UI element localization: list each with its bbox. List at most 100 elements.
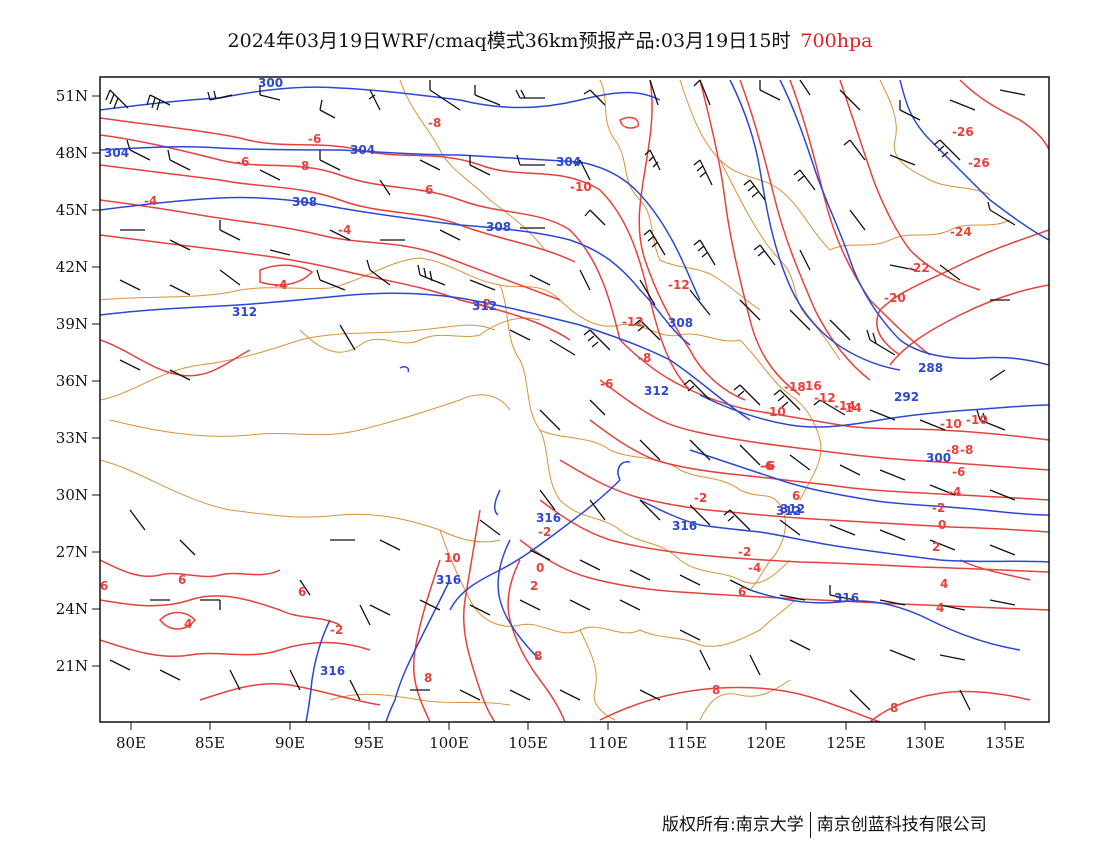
- temp-label: -14: [840, 401, 862, 415]
- height-label: 300: [926, 451, 951, 465]
- temp-label: 2: [530, 579, 538, 593]
- lat-label: 48N: [56, 144, 88, 162]
- temp-label: 0: [536, 561, 544, 575]
- longitude-axis: [130, 722, 1006, 730]
- footer-divider: [809, 812, 811, 838]
- temp-label: -16: [800, 379, 822, 393]
- temp-label: -2: [694, 491, 707, 505]
- temp-label: -4: [748, 561, 761, 575]
- lon-label: 125E: [826, 734, 866, 752]
- height-labels: 300 304 304 304 308 308 312 312 308 312 …: [104, 76, 951, 678]
- temp-label: -4: [144, 194, 157, 208]
- lat-label: 21N: [56, 657, 88, 675]
- temp-label: 6: [738, 585, 746, 599]
- height-label: 316: [672, 519, 697, 533]
- lon-label: 85E: [195, 734, 225, 752]
- height-label: 288: [918, 361, 943, 375]
- height-label: 312: [472, 299, 497, 313]
- lon-label: 130E: [905, 734, 945, 752]
- lat-label: 39N: [56, 315, 88, 333]
- temp-label: -14: [834, 399, 856, 413]
- temperature-contours: [100, 79, 1049, 722]
- temp-label: -22: [908, 261, 930, 275]
- height-label: 300: [258, 76, 283, 90]
- lon-label: 105E: [508, 734, 548, 752]
- height-label: 316: [536, 511, 561, 525]
- lon-label: 95E: [354, 734, 384, 752]
- lat-label: 36N: [56, 372, 88, 390]
- temp-label: -6: [308, 132, 321, 146]
- temp-label: 8: [424, 671, 432, 685]
- temp-label: -4: [338, 223, 351, 237]
- lat-label: 30N: [56, 486, 88, 504]
- temp-label: -6: [760, 459, 773, 473]
- temp-label: -20: [884, 291, 906, 305]
- temp-label: 2: [932, 540, 940, 554]
- latitude-labels: 51N 48N 45N 42N 39N 36N 33N 30N 27N 24N …: [56, 87, 88, 675]
- wind-barbs: [105, 79, 1026, 711]
- temp-label: 8: [890, 701, 898, 715]
- temp-label: -6: [600, 377, 613, 391]
- lat-label: 42N: [56, 258, 88, 276]
- temp-label: -4: [274, 278, 287, 292]
- temp-label: -6: [762, 459, 775, 473]
- height-label: 308: [486, 220, 511, 234]
- temp-label: -2: [478, 297, 491, 311]
- temp-label: -2: [738, 545, 751, 559]
- temp-label: -6: [952, 465, 965, 479]
- pressure-level-label: 700hpa: [800, 30, 873, 52]
- temp-label: -4: [948, 485, 961, 499]
- temp-label: -2: [932, 501, 945, 515]
- copyright-footer: 版权所有:南京大学 南京创蓝科技有限公司: [662, 810, 987, 838]
- height-label: 312: [232, 305, 257, 319]
- temp-label: 4: [940, 577, 948, 591]
- temp-label: 8: [712, 683, 720, 697]
- temp-label: -24: [950, 225, 972, 239]
- height-label: 312: [644, 384, 669, 398]
- height-label: 312: [776, 504, 801, 518]
- temp-label: -8: [296, 159, 309, 173]
- boundary-layer: [100, 79, 1011, 721]
- height-label: 304: [104, 146, 129, 160]
- temp-label: -10: [764, 405, 786, 419]
- temp-label: -8: [428, 116, 441, 130]
- height-label: 316: [320, 664, 345, 678]
- temp-label: 6: [100, 579, 108, 593]
- company-name: 南京创蓝科技有限公司: [816, 815, 987, 835]
- longitude-labels: 80E 85E 90E 95E 100E 105E 110E 115E 120E…: [116, 734, 1025, 752]
- height-label: 312: [780, 502, 805, 516]
- temp-label: 6: [792, 489, 800, 503]
- height-label: 304: [350, 143, 375, 157]
- copyright-owner: 版权所有:南京大学: [662, 815, 804, 835]
- temp-label: -10: [940, 417, 962, 431]
- lon-label: 100E: [429, 734, 469, 752]
- temperature-labels: -6 -8 -6 -8 -4 -6 -4 -10 -4 -2 -12 -16 -…: [100, 116, 990, 715]
- map-title: 2024年03月19日WRF/cmaq模式36km预报产品:03月19日15时 7…: [0, 26, 1100, 53]
- temp-label: 8: [534, 649, 542, 663]
- temp-label: -8: [638, 351, 651, 365]
- temp-label: -6: [420, 183, 433, 197]
- lon-label: 135E: [985, 734, 1025, 752]
- height-label: 304: [556, 155, 581, 169]
- temp-label: -6: [236, 155, 249, 169]
- lat-label: 51N: [56, 87, 88, 105]
- temp-label: -12: [814, 391, 836, 405]
- temp-label: -10: [570, 180, 592, 194]
- temp-label: 6: [298, 585, 306, 599]
- lat-label: 45N: [56, 201, 88, 219]
- lat-label: 27N: [56, 543, 88, 561]
- temp-label: -26: [952, 125, 974, 139]
- lon-label: 80E: [116, 734, 146, 752]
- temp-label: 4: [184, 617, 192, 631]
- lon-label: 90E: [275, 734, 305, 752]
- temp-label: -12: [622, 315, 644, 329]
- lat-label: 24N: [56, 600, 88, 618]
- temp-label: -2: [330, 623, 343, 637]
- height-label: 316: [834, 591, 859, 605]
- height-label: 316: [436, 573, 461, 587]
- height-label: 308: [292, 195, 317, 209]
- temp-label: -26: [968, 156, 990, 170]
- temp-label: -8: [946, 443, 959, 457]
- lon-label: 120E: [746, 734, 786, 752]
